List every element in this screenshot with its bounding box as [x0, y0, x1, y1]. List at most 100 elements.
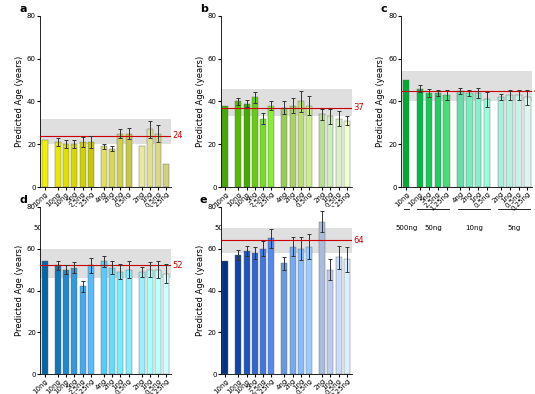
Bar [42, 140, 48, 187]
Text: 52: 52 [172, 261, 183, 270]
Bar [117, 134, 124, 187]
Y-axis label: Predicted Age (years): Predicted Age (years) [377, 56, 386, 147]
Bar [344, 121, 350, 187]
Bar [426, 93, 432, 187]
Bar [260, 119, 266, 187]
Bar [139, 272, 144, 374]
Bar [235, 102, 241, 187]
Text: 5ng: 5ng [328, 225, 341, 231]
Bar [71, 268, 77, 374]
Bar [109, 268, 115, 374]
Text: 24: 24 [172, 131, 183, 140]
Bar [327, 269, 333, 374]
Bar [80, 142, 86, 187]
Bar [515, 95, 522, 187]
Text: c: c [380, 4, 387, 14]
Bar [327, 117, 333, 187]
Text: 50ng: 50ng [424, 225, 442, 231]
Bar [269, 106, 274, 187]
Bar [117, 272, 124, 374]
Bar [109, 149, 115, 187]
Bar [344, 259, 350, 374]
Bar [298, 249, 304, 374]
Text: 50ng: 50ng [246, 225, 264, 231]
Bar [444, 95, 450, 187]
Text: 10ng: 10ng [288, 225, 306, 231]
Bar [223, 106, 228, 187]
Bar [507, 95, 513, 187]
Text: b: b [200, 4, 208, 14]
Text: a: a [19, 4, 27, 14]
Bar [88, 142, 94, 187]
Bar [260, 249, 266, 374]
Y-axis label: Predicted Age (years): Predicted Age (years) [196, 245, 205, 336]
Text: e: e [200, 195, 208, 205]
Bar [298, 102, 304, 187]
Bar [235, 255, 241, 374]
Bar [289, 247, 296, 374]
Bar [55, 142, 60, 187]
Bar [434, 93, 441, 187]
Text: 500ng: 500ng [34, 225, 56, 231]
Bar [164, 274, 170, 374]
Bar [498, 97, 504, 187]
Bar [147, 269, 153, 374]
Bar [281, 263, 287, 374]
Bar [42, 261, 48, 374]
Bar [55, 266, 60, 374]
Text: 50ng: 50ng [65, 225, 83, 231]
Bar [307, 247, 312, 374]
Bar [319, 221, 325, 374]
Bar [243, 251, 249, 374]
Bar [466, 93, 472, 187]
Bar [457, 91, 464, 187]
Bar [63, 269, 69, 374]
Text: 45: 45 [533, 86, 535, 95]
Bar [252, 253, 258, 374]
Bar [524, 97, 531, 187]
Text: 500ng: 500ng [214, 225, 236, 231]
Bar [417, 89, 423, 187]
Bar [252, 97, 258, 187]
Bar [243, 104, 249, 187]
Bar [289, 106, 296, 187]
Text: 500ng: 500ng [395, 225, 417, 231]
Text: 37: 37 [353, 103, 364, 112]
Bar [126, 269, 132, 374]
Bar [336, 119, 342, 187]
Bar [101, 147, 106, 187]
Bar [319, 114, 325, 187]
Bar [88, 266, 94, 374]
Bar [269, 238, 274, 374]
Bar [147, 129, 153, 187]
Bar [223, 261, 228, 374]
Bar [40, 119, 171, 144]
Y-axis label: Predicted Age (years): Predicted Age (years) [15, 56, 24, 147]
Bar [139, 147, 144, 187]
Bar [80, 286, 86, 374]
Bar [101, 261, 106, 374]
Bar [307, 106, 312, 187]
Text: 5ng: 5ng [147, 225, 160, 231]
Bar [401, 71, 532, 102]
Text: 10ng: 10ng [465, 225, 483, 231]
Text: d: d [19, 195, 27, 205]
Y-axis label: Predicted Age (years): Predicted Age (years) [196, 56, 205, 147]
Text: 64: 64 [353, 236, 364, 245]
Bar [164, 164, 170, 187]
Bar [281, 108, 287, 187]
Bar [221, 89, 351, 117]
Text: 5ng: 5ng [508, 225, 521, 231]
Y-axis label: Predicted Age (years): Predicted Age (years) [15, 245, 24, 336]
Bar [126, 134, 132, 187]
Bar [403, 80, 409, 187]
Bar [475, 93, 482, 187]
Bar [336, 257, 342, 374]
Bar [155, 134, 161, 187]
Text: 10ng: 10ng [107, 225, 125, 231]
Bar [71, 144, 77, 187]
Bar [63, 144, 69, 187]
Bar [221, 228, 351, 253]
Bar [484, 99, 490, 187]
Bar [40, 249, 171, 278]
